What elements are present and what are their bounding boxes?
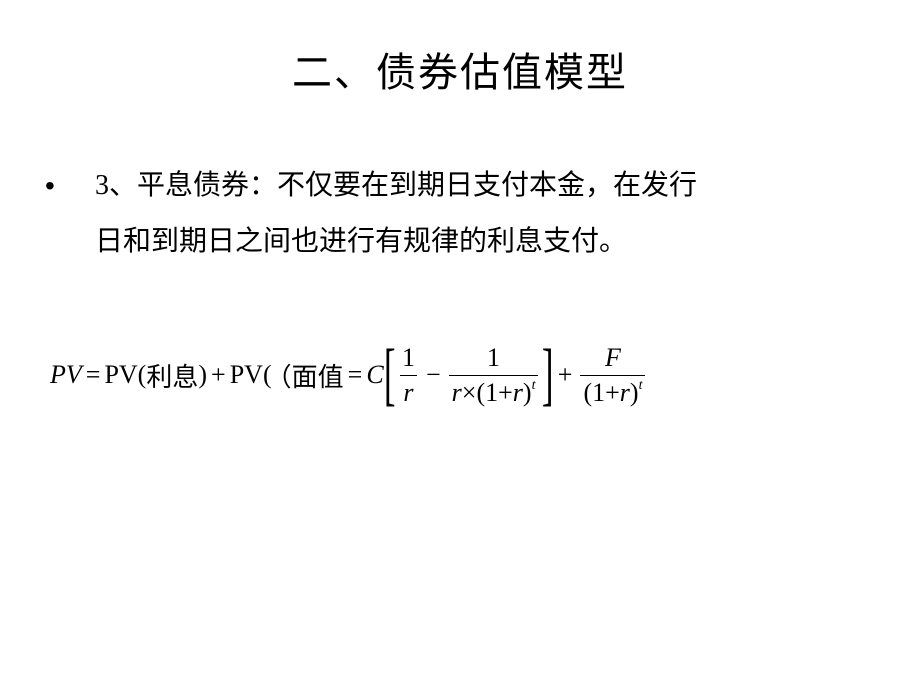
equation-row: PV = PV(利息) + PV(（面值 = C [ 1 r − 1 r×(1+… xyxy=(50,340,649,410)
one-b: 1 xyxy=(485,378,498,407)
C: C xyxy=(366,360,383,390)
one-c: 1 xyxy=(592,378,605,407)
facevalue-open: （ xyxy=(266,357,292,394)
plus-1: + xyxy=(211,360,226,390)
r-in2: r xyxy=(620,378,630,407)
lp2: ( xyxy=(583,378,592,407)
right-bracket: ] xyxy=(542,340,554,410)
slide: 二、债券估值模型 • 3、平息债券：不仅要在到期日支付本金，在发行 日和到期日之… xyxy=(0,0,920,690)
para-line-2: 日和到期日之间也进行有规律的利息支付。 xyxy=(95,226,627,257)
r-in1: r xyxy=(513,378,523,407)
body-text: • 3、平息债券：不仅要在到期日支付本金，在发行 日和到期日之间也进行有规律的利… xyxy=(50,158,870,270)
den-r: r xyxy=(400,375,416,408)
close-paren-1: ) xyxy=(198,360,207,390)
frac-F: F (1+r)t xyxy=(580,343,645,408)
den-1plus-r-t: (1+r)t xyxy=(580,375,645,408)
rp1: ) xyxy=(523,378,532,407)
frac-annuity: 1 r×(1+r)t xyxy=(449,343,539,408)
num-1: 1 xyxy=(399,343,418,375)
plus-in2: + xyxy=(605,378,620,407)
den-r-1plus-r-t: r×(1+r)t xyxy=(449,375,539,408)
eq-1: = xyxy=(86,360,101,390)
minus: − xyxy=(426,360,441,390)
para-line-1: 平息债券：不仅要在到期日支付本金，在发行 xyxy=(137,170,697,201)
interest-cn: 利息 xyxy=(146,357,198,394)
pv-fn-1: PV( xyxy=(104,360,146,390)
den-r2: r xyxy=(452,378,462,407)
num-F: F xyxy=(602,343,624,375)
num-1b: 1 xyxy=(484,343,503,375)
facevalue-cn: 面值 xyxy=(292,357,344,394)
t2: t xyxy=(639,378,643,393)
plus-in1: + xyxy=(498,378,513,407)
plus-2: + xyxy=(558,360,573,390)
paragraph: 3、平息债券：不仅要在到期日支付本金，在发行 日和到期日之间也进行有规律的利息支… xyxy=(70,158,870,270)
slide-title: 二、债券估值模型 xyxy=(50,40,870,98)
bullet-marker: • xyxy=(45,158,55,214)
left-bracket: [ xyxy=(383,340,395,410)
lp1: ( xyxy=(476,378,485,407)
rp2: ) xyxy=(630,378,639,407)
formula: PV = PV(利息) + PV(（面值 = C [ 1 r − 1 r×(1+… xyxy=(50,340,870,410)
t1: t xyxy=(532,378,536,393)
times: × xyxy=(462,378,477,407)
eq-2: = xyxy=(348,360,363,390)
pv-var: PV xyxy=(50,360,82,390)
frac-1-over-r: 1 r xyxy=(399,343,418,408)
bullet-number: 3、 xyxy=(95,170,137,201)
